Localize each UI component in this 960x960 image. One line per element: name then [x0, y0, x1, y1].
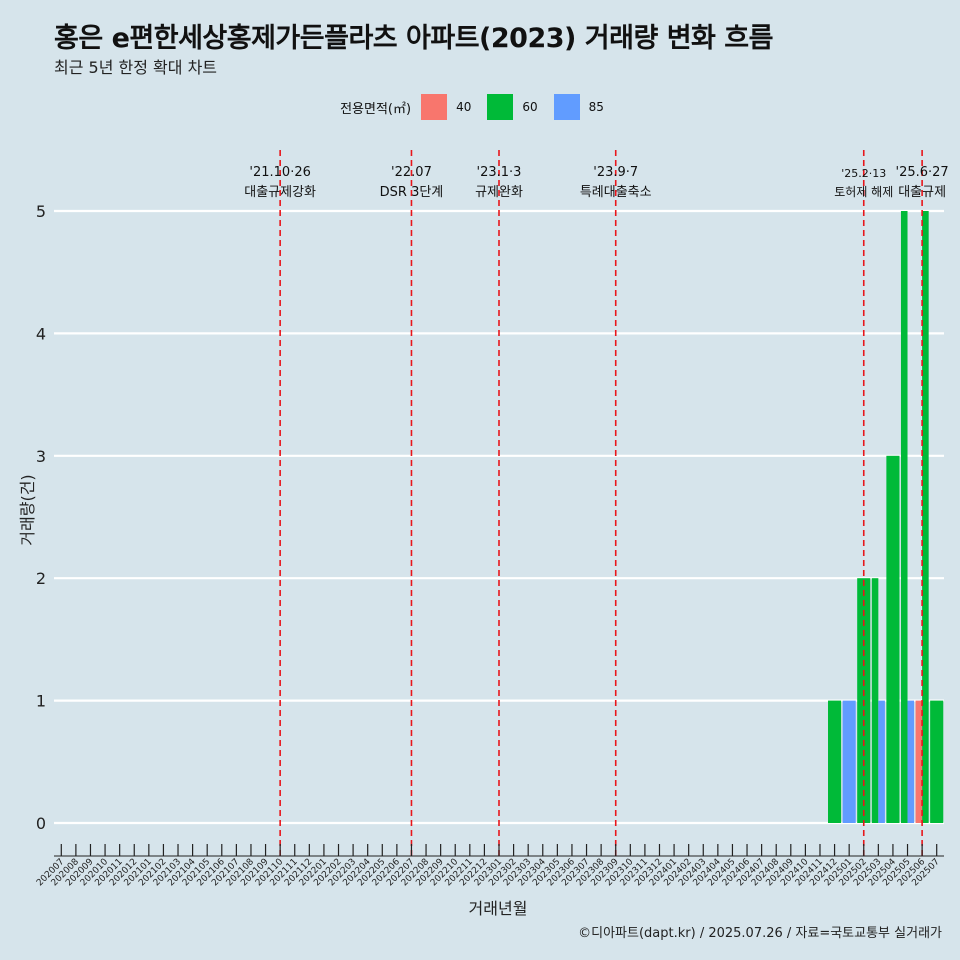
annotation-label-202506: 대출규제	[898, 185, 946, 200]
legend: 전용면적(㎡) 40 60 85	[0, 92, 960, 122]
annotation-label-202502: 토허제 해제	[834, 185, 893, 199]
bar-202506-60	[922, 211, 929, 823]
bar-202505-85	[907, 700, 915, 823]
bar-202501-85	[842, 700, 856, 823]
legend-item-85: 85	[553, 94, 604, 120]
annotation-label-202110: 대출규제강화	[244, 185, 316, 200]
x-axis: 2020072020082020092020102020112020122021…	[35, 844, 944, 888]
annotation-label-202301: 규제완화	[475, 185, 523, 200]
legend-swatch-40	[421, 94, 448, 120]
annotation-date-202301: '23.1·3	[477, 165, 522, 180]
y-tick-label-5: 5	[36, 202, 46, 221]
legend-label-60: 60	[522, 100, 538, 114]
annotation-date-202506: '25.6·27	[896, 165, 949, 180]
y-tick-label-0: 0	[36, 814, 46, 833]
bar-layer	[828, 211, 944, 823]
bar-202412-60	[828, 700, 842, 823]
annotation-lines	[279, 150, 923, 856]
legend-swatch-60	[487, 94, 514, 120]
bar-202503-60	[871, 578, 879, 823]
legend-swatch-85	[553, 94, 580, 120]
annotation-date-202207: '22.07	[391, 165, 432, 180]
annotation-date-202110: '21.10·26	[249, 165, 310, 180]
y-tick-label-2: 2	[36, 569, 46, 588]
legend-item-60: 60	[487, 94, 538, 120]
annotation-date-202502: '25.2·13	[841, 167, 886, 180]
y-tick-label-3: 3	[36, 447, 46, 466]
legend-label-40: 40	[456, 100, 472, 114]
annotation-date-202309: '23.9·7	[593, 165, 638, 180]
bar-202507-60	[930, 700, 944, 823]
bar-202506-40	[915, 700, 923, 823]
bar-202504-60	[886, 455, 900, 823]
annotation-labels: '21.10·26 대출규제강화 '22.07 DSR 3단계 '23.1·3 규제완화 '…	[244, 165, 948, 200]
bar-202503-85	[878, 700, 885, 823]
chart-title: 홍은 e편한세상홍제가든플라츠 아파트(2023) 거래량 변화 흐름	[54, 23, 773, 54]
caption: ©디아파트(dapt.kr) / 2025.07.26 / 자료=국토교통부 실…	[578, 926, 942, 941]
annotation-label-202309: 특례대출축소	[580, 185, 652, 200]
y-tick-labels: 0 1 2 3 4 5	[36, 202, 46, 833]
bar-202505-60	[900, 211, 908, 823]
chart-subtitle: 최근 5년 한정 확대 차트	[54, 58, 218, 77]
annotation-label-202207: DSR 3단계	[380, 185, 444, 200]
legend-title: 전용면적(㎡)	[340, 101, 412, 117]
y-tick-label-1: 1	[36, 692, 46, 711]
y-tick-label-4: 4	[36, 324, 46, 343]
y-axis-label: 거래량(건)	[18, 474, 37, 545]
legend-item-40: 40	[421, 94, 471, 120]
x-axis-label: 거래년월	[469, 899, 528, 918]
legend-label-85: 85	[588, 100, 604, 114]
